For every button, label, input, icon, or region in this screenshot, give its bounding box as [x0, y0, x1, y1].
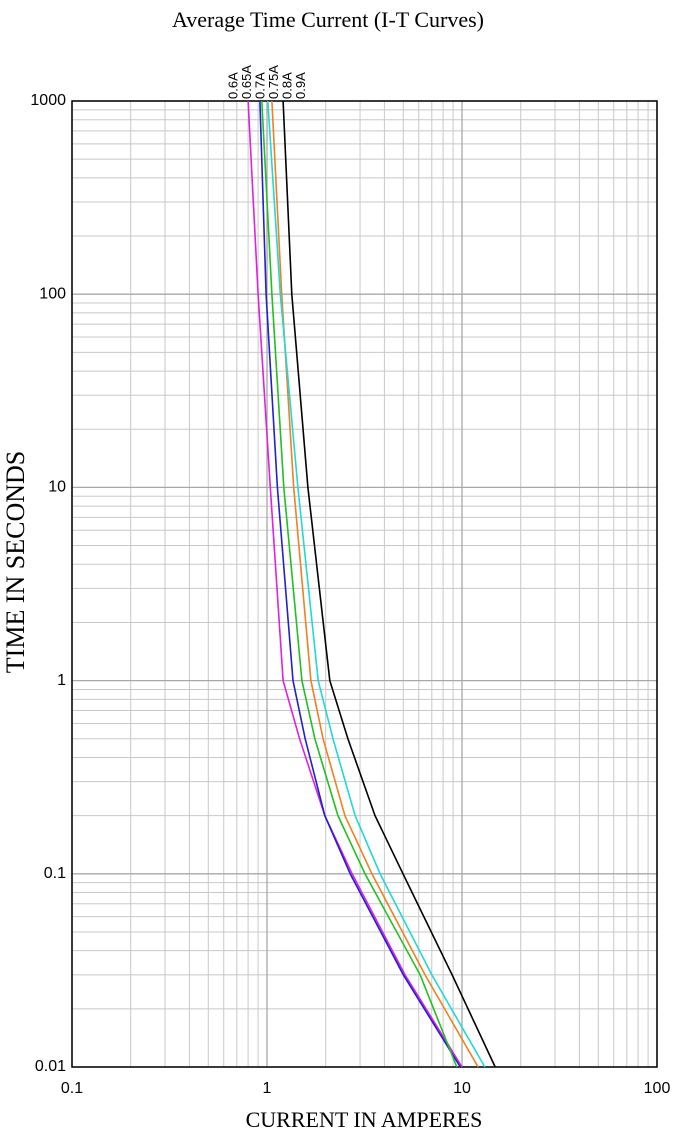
y-tick-label: 1	[57, 672, 66, 689]
series-line	[267, 100, 486, 1068]
y-tick-label: 1000	[30, 92, 66, 109]
y-tick-label: 100	[39, 285, 66, 302]
x-tick-label: 1	[263, 1080, 272, 1097]
y-tick-label: 10	[48, 479, 66, 496]
series-line	[259, 100, 461, 1068]
series-line	[261, 100, 458, 1068]
legend-label: 0.75A	[266, 65, 281, 99]
x-tick-label: 10	[453, 1080, 471, 1097]
x-tick-label: 0.1	[61, 1080, 83, 1097]
x-axis-label: CURRENT IN AMPERES	[246, 1107, 483, 1132]
legend-label: 0.6A	[225, 72, 240, 99]
legend-label: 0.8A	[279, 72, 294, 99]
series-line	[247, 100, 463, 1068]
plot-frame	[71, 100, 658, 1068]
y-axis-label: TIME IN SECONDS	[1, 451, 30, 673]
series-line	[282, 100, 496, 1068]
y-tick-label: 0.01	[35, 1058, 66, 1075]
x-tick-label: 100	[644, 1080, 671, 1097]
legend-label: 0.9A	[293, 72, 308, 99]
chart-title: Average Time Current (I-T Curves)	[172, 7, 484, 32]
y-tick-label: 0.1	[44, 865, 66, 882]
legend-label: 0.65A	[239, 65, 254, 99]
legend-label: 0.7A	[252, 72, 267, 99]
